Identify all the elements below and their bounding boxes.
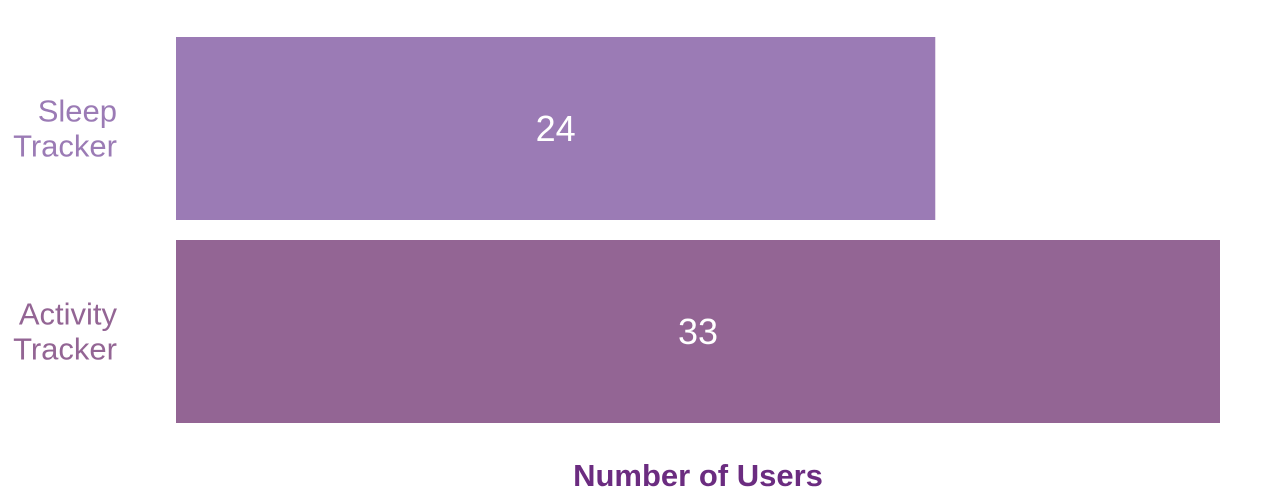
category-label-line: Activity — [19, 297, 118, 332]
x-axis-title: Number of Users — [573, 458, 823, 493]
category-label-line: Sleep — [38, 94, 117, 129]
data-label-activity-tracker: 33 — [678, 311, 718, 352]
data-label-sleep-tracker: 24 — [536, 108, 576, 149]
category-label-sleep-tracker: Sleep Tracker — [13, 94, 117, 164]
category-label-line: Tracker — [13, 129, 117, 164]
bar-sleep-tracker — [176, 37, 936, 220]
bar-activity-tracker — [176, 240, 1220, 423]
bars-group: 24 33 — [176, 37, 1220, 423]
category-label-activity-tracker: Activity Tracker — [13, 297, 117, 367]
category-label-line: Tracker — [13, 332, 117, 367]
